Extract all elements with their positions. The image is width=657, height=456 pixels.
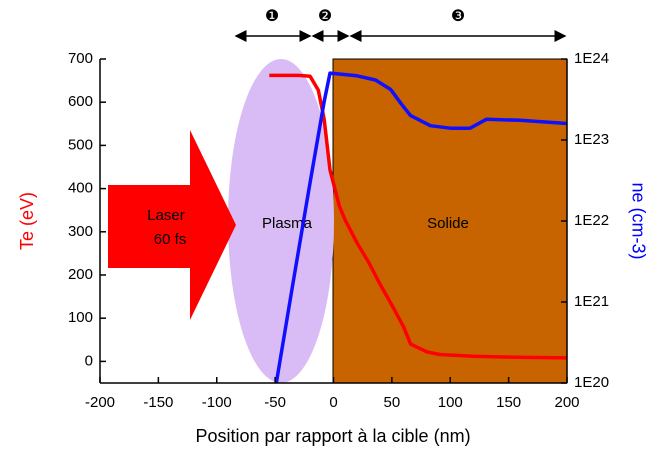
laser-label: 60 fs (154, 231, 187, 248)
background-shapes (108, 58, 568, 384)
y2-tick-label: 1E22 (574, 212, 609, 229)
x-tick-label: -150 (143, 394, 173, 411)
y2-tick-label: 1E23 (574, 131, 609, 148)
y-axis-label: Te (eV) (17, 192, 37, 250)
zone-label: ❷ (318, 8, 332, 25)
y2-tick-label: 1E20 (574, 374, 609, 391)
y2-tick-label: 1E21 (574, 293, 609, 310)
y-tick-label: 0 (85, 352, 93, 369)
x-axis-label: Position par rapport à la cible (nm) (195, 426, 470, 446)
y-tick-label: 700 (68, 50, 93, 67)
x-tick-label: -50 (264, 394, 286, 411)
y-tick-label: 400 (68, 180, 93, 197)
laser-label: Laser (147, 207, 185, 224)
solid-region (332, 58, 568, 384)
x-tick-label: -200 (85, 394, 115, 411)
y2-tick-label: 1E24 (574, 50, 609, 67)
x-tick-label: 0 (329, 394, 337, 411)
series-line (269, 73, 568, 360)
x-tick-label: 150 (496, 394, 521, 411)
x-tick-label: -100 (202, 394, 232, 411)
y-tick-label: 500 (68, 136, 93, 153)
y-tick-label: 300 (68, 223, 93, 240)
laser-arrow (108, 130, 236, 320)
x-tick-label: 100 (438, 394, 463, 411)
y-tick-label: 600 (68, 93, 93, 110)
series-line (274, 71, 568, 384)
y-tick-label: 200 (68, 266, 93, 283)
zone-label: ❸ (451, 8, 465, 25)
x-tick-label: 50 (384, 394, 401, 411)
solide-label: Solide (427, 215, 469, 232)
zone-label: ❶ (265, 8, 279, 25)
y-tick-label: 100 (68, 309, 93, 326)
x-tick-label: 200 (554, 394, 579, 411)
y2-axis-label: ne (cm-3) (628, 182, 648, 259)
plasma-label: Plasma (262, 215, 313, 232)
plasma-region (228, 59, 334, 383)
